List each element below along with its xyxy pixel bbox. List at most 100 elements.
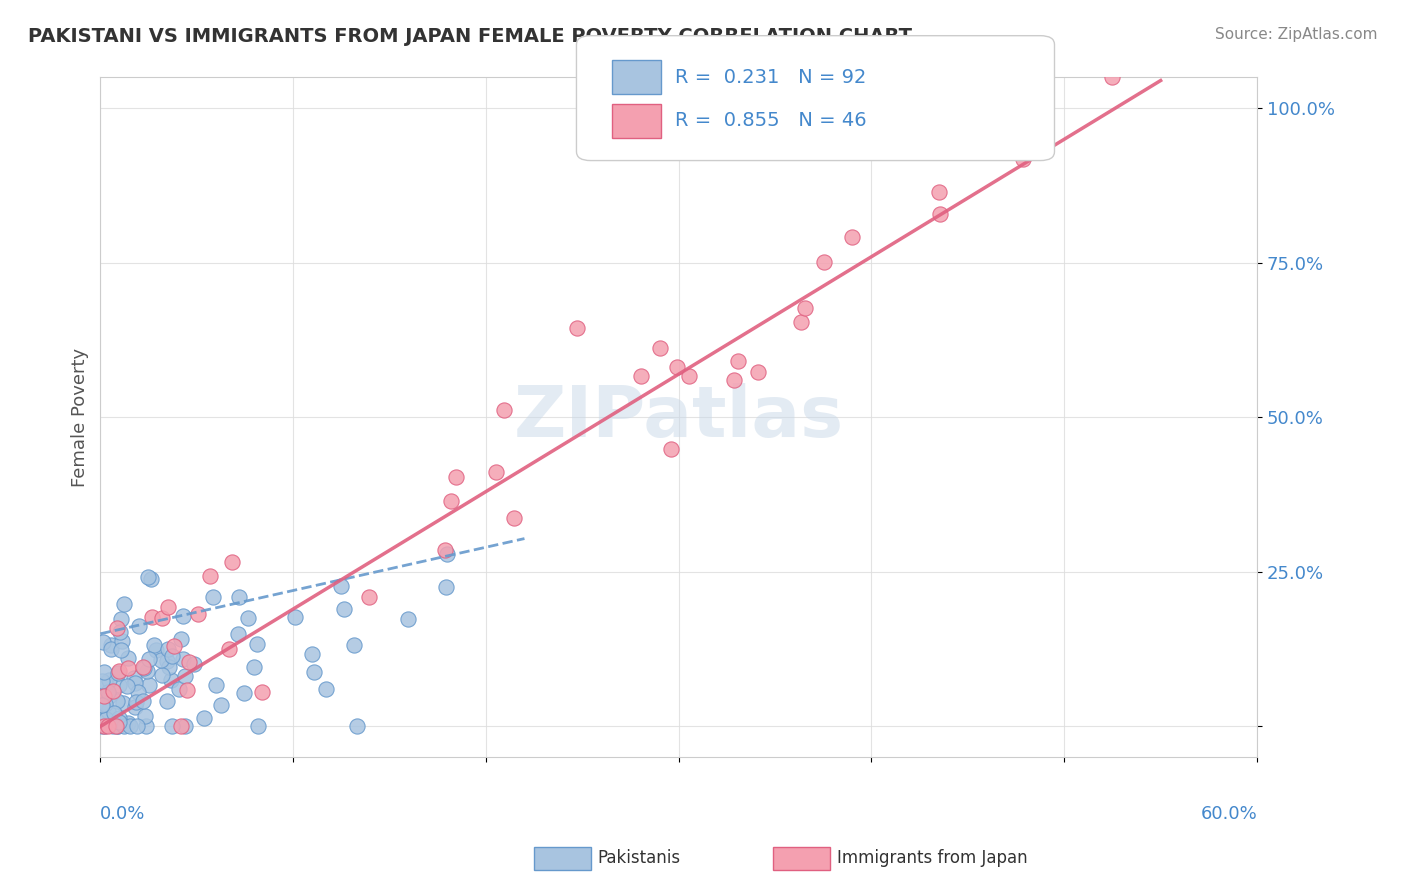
Text: PAKISTANI VS IMMIGRANTS FROM JAPAN FEMALE POVERTY CORRELATION CHART: PAKISTANI VS IMMIGRANTS FROM JAPAN FEMAL… [28, 27, 912, 45]
Point [176, 683, 198, 698]
Point [94, 697, 117, 711]
Point [112, 597, 135, 611]
Point [204, 678, 226, 692]
Point [343, 638, 366, 652]
Point [105, 719, 128, 733]
Point [91, 719, 114, 733]
Point [396, 612, 419, 626]
Point [105, 621, 128, 635]
Point [813, 255, 835, 269]
Point [794, 301, 817, 315]
Point [117, 715, 139, 730]
Point [201, 590, 224, 604]
Point [193, 711, 215, 725]
Point [747, 365, 769, 379]
Point [659, 442, 682, 456]
Point [93, 719, 115, 733]
Point [357, 590, 380, 604]
Point [994, 121, 1017, 136]
Point [117, 650, 139, 665]
Point [110, 642, 132, 657]
Point [346, 719, 368, 733]
Point [485, 465, 508, 479]
Point [170, 632, 193, 646]
Point [124, 676, 146, 690]
Point [110, 611, 132, 625]
Point [91, 709, 114, 723]
Point [1012, 153, 1035, 167]
Point [98, 689, 121, 703]
Point [93, 665, 115, 680]
Text: R =  0.855   N = 46: R = 0.855 N = 46 [675, 111, 866, 130]
Point [440, 493, 463, 508]
Point [284, 610, 307, 624]
Point [329, 579, 352, 593]
Point [124, 700, 146, 714]
Point [118, 719, 141, 733]
Point [233, 686, 256, 700]
Point [98, 673, 121, 687]
Point [665, 360, 688, 375]
Point [139, 572, 162, 586]
Point [122, 671, 145, 685]
Point [134, 661, 156, 675]
Text: ZIPatlas: ZIPatlas [513, 383, 844, 452]
Point [183, 657, 205, 672]
Point [928, 186, 950, 200]
Point [434, 580, 457, 594]
Point [141, 609, 163, 624]
Point [630, 368, 652, 383]
Point [105, 719, 128, 733]
Point [228, 591, 250, 605]
Point [444, 470, 467, 484]
Point [650, 341, 672, 355]
Point [790, 315, 813, 329]
Point [503, 511, 526, 525]
Point [187, 607, 209, 621]
Point [111, 634, 134, 648]
Point [157, 660, 180, 674]
Point [101, 684, 124, 698]
Point [332, 602, 354, 616]
Y-axis label: Female Poverty: Female Poverty [72, 348, 89, 487]
Point [226, 627, 249, 641]
Point [94, 675, 117, 690]
Point [152, 611, 174, 625]
Point [96, 712, 118, 726]
Text: R =  0.231   N = 92: R = 0.231 N = 92 [675, 68, 866, 87]
Point [100, 638, 122, 652]
Point [107, 719, 129, 733]
Point [107, 666, 129, 681]
Point [177, 655, 200, 669]
Point [436, 547, 458, 561]
Point [108, 625, 131, 640]
Point [1101, 70, 1123, 85]
Point [138, 652, 160, 666]
Point [117, 661, 139, 675]
Point [91, 634, 114, 648]
Point [160, 648, 183, 663]
Point [236, 611, 259, 625]
Point [132, 694, 155, 708]
Point [111, 696, 134, 710]
Point [218, 641, 240, 656]
Point [136, 570, 159, 584]
Text: Source: ZipAtlas.com: Source: ZipAtlas.com [1215, 27, 1378, 42]
Point [302, 665, 325, 679]
Point [134, 709, 156, 723]
Point [108, 711, 131, 725]
Text: Pakistanis: Pakistanis [598, 849, 681, 867]
Point [101, 719, 124, 733]
Point [157, 599, 180, 614]
Point [131, 660, 153, 674]
Point [160, 673, 183, 688]
Text: Immigrants from Japan: Immigrants from Japan [837, 849, 1028, 867]
Point [723, 374, 745, 388]
Point [125, 695, 148, 709]
Point [434, 543, 457, 558]
Point [157, 642, 180, 657]
Point [100, 641, 122, 656]
Text: 0.0%: 0.0% [100, 805, 146, 823]
Point [929, 207, 952, 221]
Point [135, 719, 157, 733]
